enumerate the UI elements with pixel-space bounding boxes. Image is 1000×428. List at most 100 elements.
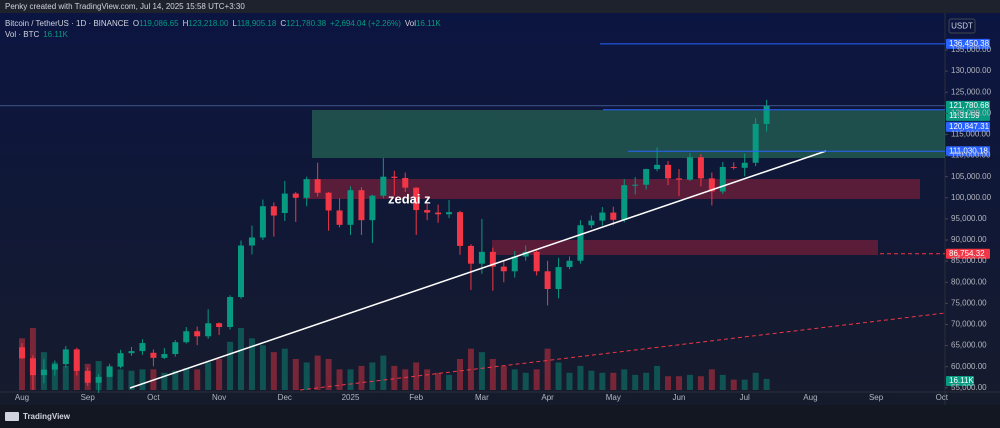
- countdown: 11:31:59: [949, 111, 980, 120]
- candle-body: [632, 184, 639, 186]
- candle-body: [84, 370, 91, 383]
- y-tick-label: 120,000.00: [951, 108, 992, 117]
- candle-body: [654, 164, 661, 170]
- candle-body: [161, 354, 168, 358]
- volume-bar: [566, 372, 573, 390]
- volume-bar: [511, 369, 518, 390]
- candle-body: [29, 358, 36, 376]
- candle-body: [95, 376, 102, 383]
- legend-value: 118,905.18: [237, 19, 277, 28]
- volume-bar: [467, 348, 474, 390]
- candle-body: [457, 212, 463, 246]
- candle-body: [238, 245, 244, 298]
- y-tick-label: 85,000.00: [951, 256, 987, 265]
- candle-body: [303, 179, 310, 198]
- volume-bar: [62, 365, 69, 390]
- y-tick-label: 70,000.00: [951, 320, 987, 329]
- x-tick-label: Sep: [869, 393, 884, 402]
- x-tick-label: Jul: [740, 393, 750, 402]
- x-tick-label: Jun: [673, 393, 686, 402]
- supply-zone: [312, 110, 945, 158]
- x-tick-label: Mar: [475, 393, 489, 402]
- candle-body: [467, 245, 474, 264]
- x-tick-label: Aug: [803, 393, 817, 402]
- y-tick-label: 110,000.00: [951, 151, 991, 160]
- volume-bar: [522, 372, 529, 390]
- volume-bar: [457, 359, 463, 390]
- trend-line: [129, 150, 827, 389]
- candle-body: [205, 323, 212, 337]
- legend-key: Vol: [405, 19, 416, 28]
- candle-body: [599, 212, 606, 221]
- y-tick-label: 115,000.00: [951, 130, 991, 139]
- candle-body: [19, 347, 25, 359]
- logo: TradingView: [23, 412, 71, 421]
- volume-bar: [665, 376, 672, 390]
- volume-bar: [19, 338, 25, 390]
- candle-body: [314, 179, 321, 193]
- price-badge-label: 121,780.68: [949, 101, 990, 110]
- volume-bar: [402, 369, 409, 390]
- volume-bar: [248, 338, 255, 390]
- volume-bar: [358, 365, 365, 390]
- volume-bar: [51, 362, 58, 390]
- volume-bar: [194, 369, 201, 390]
- candle-body: [697, 157, 704, 179]
- price-badge-label: 111,030.18: [949, 146, 988, 155]
- legend-key: O: [133, 19, 139, 28]
- candle-body: [117, 353, 124, 367]
- volume-bar: [544, 348, 551, 390]
- volume-bar: [610, 372, 617, 390]
- x-tick-label: Oct: [936, 393, 949, 402]
- candle-body: [424, 210, 431, 213]
- watermark: zedai z: [388, 191, 431, 206]
- volume-bar: [643, 372, 650, 390]
- legend-line: Bitcoin / TetherUS · 1D · BINANCE O119,08…: [5, 19, 441, 28]
- price-badge: [946, 100, 990, 121]
- candle-body: [435, 212, 442, 215]
- volume-bar: [730, 379, 737, 390]
- legend-key: L: [232, 19, 237, 28]
- candle-body: [610, 212, 617, 220]
- candle-body: [259, 206, 266, 238]
- level-layer: 136,450.38121,780.6811:31:59120,847.3111…: [0, 38, 990, 386]
- volume-bar: [238, 328, 244, 390]
- candle-body: [621, 185, 628, 220]
- volume-bar: [139, 369, 146, 390]
- volume-bar: [500, 365, 507, 390]
- candle-body: [577, 225, 584, 261]
- candle-body: [446, 212, 453, 215]
- price-badge-label: 86,754.32: [949, 249, 985, 258]
- volume-bar: [347, 369, 354, 390]
- candle-body: [511, 256, 518, 272]
- candle-body: [248, 237, 255, 246]
- volume-bar: [654, 365, 661, 390]
- legend-change: +2,694.04 (+2.26%): [330, 19, 401, 28]
- candle-body: [270, 206, 277, 216]
- y-tick-label: 65,000.00: [951, 341, 987, 350]
- currency-box[interactable]: [948, 18, 976, 34]
- header-title: Penky created with TradingView.com, Jul …: [5, 2, 245, 11]
- volume-bar: [588, 370, 595, 390]
- x-tick-label: Aug: [15, 393, 29, 402]
- candle-body: [708, 178, 715, 192]
- candle-body: [62, 349, 69, 365]
- candle-body: [533, 251, 540, 272]
- volume-bar: [621, 369, 628, 390]
- volume-bar: [270, 352, 277, 390]
- header-bar: [0, 0, 1000, 13]
- volume-bar: [259, 345, 266, 390]
- candle-body: [676, 178, 682, 180]
- volume-bar: [303, 362, 310, 390]
- candle-body: [566, 260, 573, 268]
- candle-body: [763, 105, 770, 124]
- candle-body: [106, 366, 113, 377]
- candle-body: [358, 190, 365, 221]
- logo-icon: [5, 412, 19, 421]
- volume-bar: [314, 355, 321, 390]
- candle-body: [216, 323, 223, 328]
- volume-bar: [183, 367, 190, 390]
- candle-body: [686, 157, 693, 180]
- y-tick-label: 75,000.00: [951, 298, 987, 307]
- legend-value: 121,780.38: [286, 19, 327, 28]
